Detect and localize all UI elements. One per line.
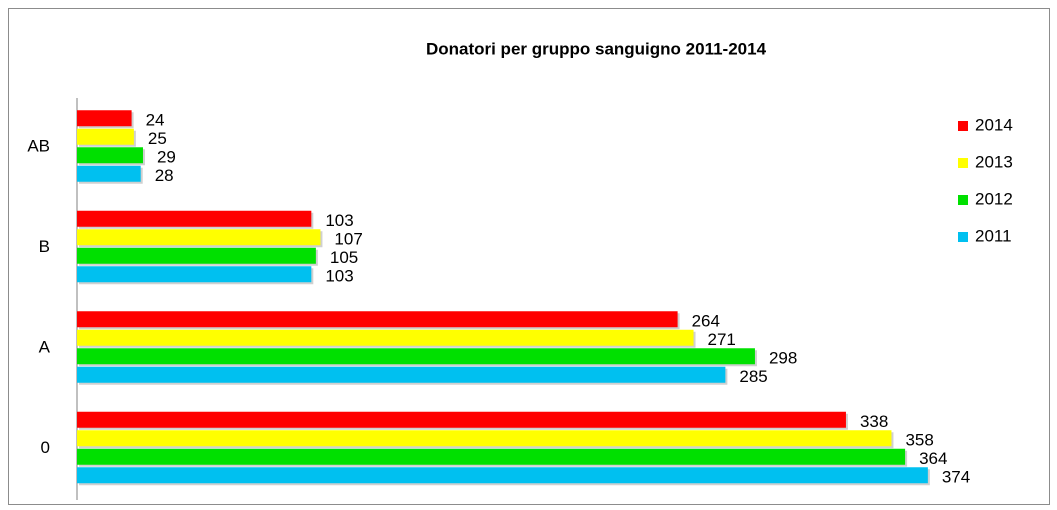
data-label: 107 — [334, 230, 362, 249]
data-label: 374 — [942, 468, 970, 487]
data-label: 105 — [330, 248, 358, 267]
legend-label: 2014 — [975, 115, 1013, 134]
y-tick-label: A — [39, 338, 51, 357]
data-label: 28 — [155, 166, 174, 185]
bar — [77, 311, 678, 328]
bar — [77, 110, 132, 127]
bar — [77, 247, 316, 264]
data-label: 364 — [919, 449, 947, 468]
data-label: 358 — [905, 431, 933, 450]
data-label: 338 — [860, 412, 888, 431]
legend-label: 2011 — [975, 226, 1012, 245]
legend-swatch — [958, 232, 968, 242]
legend-swatch — [958, 195, 968, 205]
bar — [77, 165, 141, 182]
data-label: 103 — [325, 211, 353, 230]
bar — [77, 266, 312, 283]
bar — [77, 147, 143, 164]
bar — [77, 448, 906, 465]
bar — [77, 348, 755, 365]
legend-swatch — [958, 121, 968, 131]
bar — [77, 210, 312, 227]
legend-label: 2012 — [975, 189, 1013, 208]
bar — [77, 128, 134, 145]
chart-title: Donatori per gruppo sanguigno 2011-2014 — [426, 39, 767, 58]
y-tick-label: 0 — [41, 438, 50, 457]
data-label: 264 — [692, 312, 720, 331]
legend-swatch — [958, 158, 968, 168]
data-label: 285 — [739, 367, 767, 386]
y-tick-label: AB — [27, 137, 50, 156]
y-tick-label: B — [39, 237, 50, 256]
data-label: 29 — [157, 148, 176, 167]
bar — [77, 329, 694, 346]
bar — [77, 229, 321, 246]
data-label: 24 — [146, 111, 165, 130]
data-label: 271 — [708, 330, 736, 349]
bar — [77, 430, 892, 447]
bar — [77, 411, 846, 428]
bar — [77, 467, 928, 484]
legend-label: 2013 — [975, 152, 1013, 171]
data-label: 298 — [769, 349, 797, 368]
bar — [77, 366, 726, 383]
data-label: 103 — [325, 267, 353, 286]
data-label: 25 — [148, 129, 167, 148]
